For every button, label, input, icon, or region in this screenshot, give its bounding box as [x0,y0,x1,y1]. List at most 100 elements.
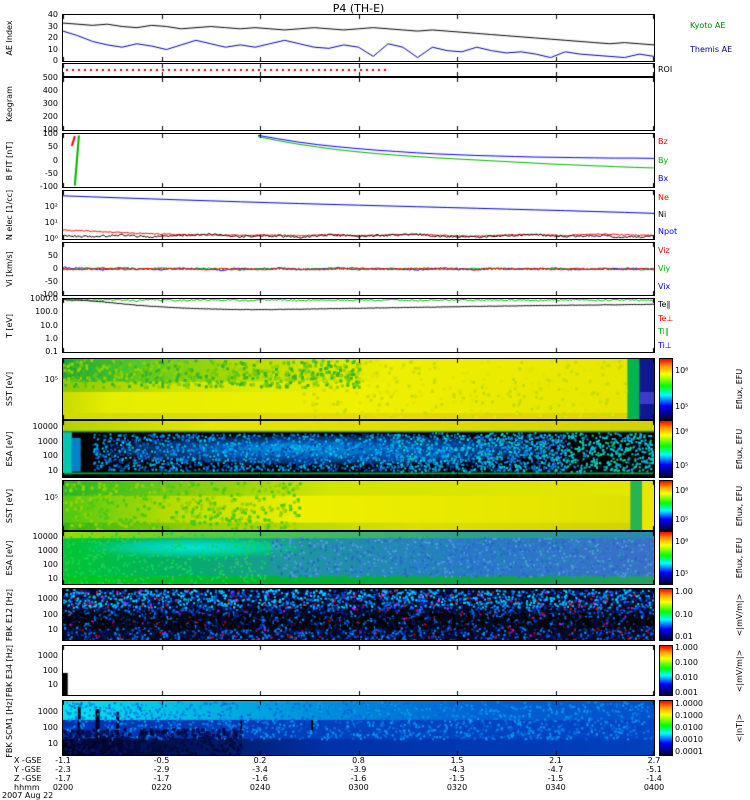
colorbar-unit-label: Eflux, EFU [735,368,744,410]
y-tick-label: 20 [47,33,58,42]
legend-label: Themis AE [690,45,733,54]
y-tick-label: -50 [44,168,58,178]
axis-col-value: -1.6 [350,774,367,783]
y-tick-label: 500 [42,73,58,82]
y-tick-label: 10⁰ [44,234,58,243]
y-tick-label: 0 [52,56,58,65]
panel-sst-ion-spec: SST [eV] 10⁵ 10⁶ 10⁵ Eflux, EFU [0,358,750,420]
axis-row-label: hhmm [14,783,40,792]
legend-label: Viz [658,246,670,255]
legend-label: ROI [658,65,673,74]
y-tick-label: 10 [47,624,58,634]
colorbar-tick-label: 0.01 [675,632,693,642]
plot-box [62,298,655,353]
legend-label: Ni [658,210,667,219]
plot-canvas [63,243,654,295]
y-tick-label: 10 [47,739,58,749]
y-tick-label: 10000 [32,421,58,431]
plot-canvas [63,15,654,61]
colorbar [659,645,673,696]
y-tick-label: 100 [42,125,58,134]
axis-col-value: 2.7 [647,756,661,765]
time-tick-label: 0320 [446,783,468,792]
colorbar [659,420,673,478]
plot-box [62,531,655,585]
plot-canvas [63,421,654,477]
panel-ylabel: N elec [1/cc] [5,189,14,241]
colorbar-tick-label: 10⁵ [675,402,689,411]
axis-col-value: -5.1 [646,765,662,774]
colorbar [659,531,673,585]
plot-canvas [63,134,654,187]
colorbar-tick-label: 0.10 [675,609,693,619]
axis-col-value: -3.4 [252,765,268,774]
legend-label: Bz [658,137,668,147]
y-tick-label: 30 [47,21,58,31]
y-tick-label: 40 [47,10,58,19]
y-tick-label: 100 [42,723,58,732]
y-tick-label: 0.1 [45,347,58,356]
colorbar-tick-label: 0.0001 [675,747,703,757]
panel-fbk-e12-spec: FBK E12 [Hz] 1000 100 10 1.00 0.10 0.01 <|mV/m|… [0,586,750,642]
y-tick-label: 10 [47,466,58,476]
colorbar-tick-label: 10⁶ [675,366,689,375]
y-tick-label: 1000 [37,436,58,446]
legend-label: Ti∥ [658,327,669,337]
plot-box [62,190,655,240]
axis-col-value: -1.4 [646,774,662,783]
colorbar-tick-label: 10⁵ [675,568,689,578]
y-tick-label: 1000 [37,594,58,604]
time-tick-label: 0400 [643,783,665,792]
axis-col-value: -4.7 [547,765,564,774]
axis-col-value: 0.8 [352,756,365,765]
plot-canvas [63,589,654,640]
legend-label: Te⊥ [658,313,674,323]
y-tick-label: 100.0 [35,307,58,317]
axis-col-value: 1.5 [450,756,464,765]
time-tick-label: 0240 [249,783,271,792]
legend-label: Viy [658,264,671,273]
colorbar-tick-label: 0.0010 [675,735,703,745]
plot-box [62,77,655,131]
colorbar-unit-label: <|nT|> [735,713,744,743]
colorbar-tick-label: 0.1000 [675,710,703,720]
plot-canvas [63,64,654,76]
colorbar [659,588,673,641]
y-tick-label: 100 [42,129,58,138]
plot-box [62,420,655,478]
plot-box [62,480,655,531]
colorbar-tick-label: 1.00 [675,586,693,596]
y-tick-label: 0 [52,264,58,273]
plot-canvas [63,191,654,239]
y-tick-label: 1000.0 [30,294,58,303]
panel-fbk-scm1-spec: FBK SCM1 [Hz] 1000 100 10 1.0000 0.1000 0.0100… [0,698,750,758]
y-tick-label: 1.0 [45,333,58,343]
legend-label: Kyoto AE [690,21,726,30]
colorbar-tick-label: 0.100 [675,658,698,668]
colorbar-tick-label: 0.0100 [675,723,703,732]
time-tick-label: 0220 [151,783,172,792]
colorbar-tick-label: 10⁵ [675,515,689,525]
panel-keogram: Keogram 500 400 300 200 100 [0,73,750,134]
axis-col-value: -2.9 [153,765,170,774]
y-tick-label: 400 [42,86,58,95]
legend-label: Vix [658,282,671,291]
colorbar-unit-label: Eflux, EFU [735,485,744,526]
axis-col-value: -1.5 [547,774,564,783]
axis-row-label: Z -GSE [14,774,42,783]
date-label: 2007 Aug 22 [2,791,54,800]
y-tick-label: 300 [42,99,58,108]
axis-col-value: 2.1 [549,756,562,765]
colorbar-unit-label: Eflux, EFU [735,537,744,579]
colorbar-tick-label: 10⁶ [675,485,689,495]
y-tick-label: 10 [47,44,58,54]
colorbar [659,700,673,756]
axis-col-value: -1.7 [153,774,170,783]
colorbar-tick-label: 1.000 [675,643,698,653]
panel-temperature: T [eV] 1000.0 100.0 10.0 1.0 0.1 Te∥ Te⊥ Ti∥ Ti⊥ [0,294,750,356]
panel-roi-strip: ROI [0,63,750,77]
legend-label: Npot [658,226,678,236]
legend-label: Ti⊥ [658,341,672,351]
axis-row-label: X -GSE [14,756,42,765]
